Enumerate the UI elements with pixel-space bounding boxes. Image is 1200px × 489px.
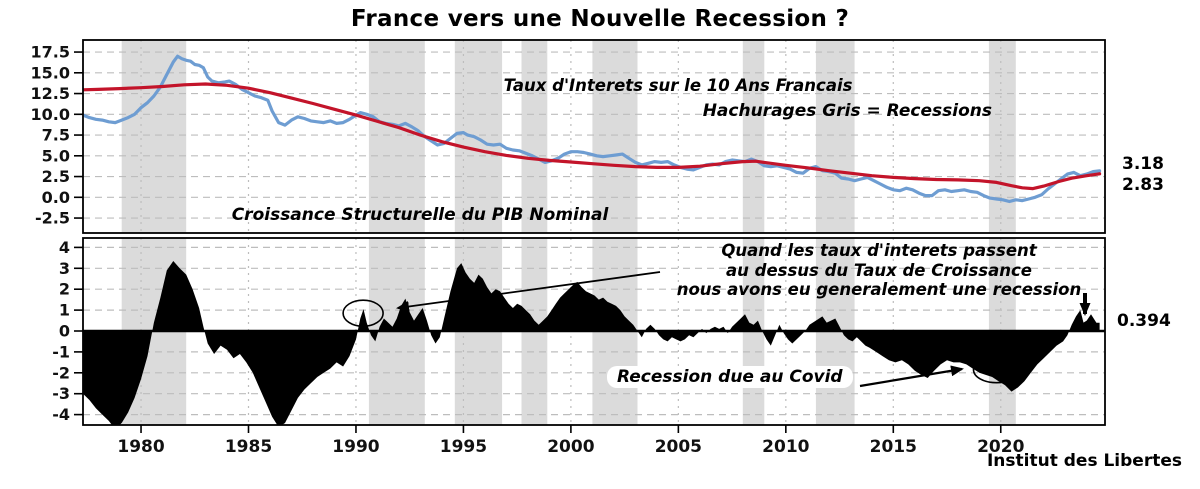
spike-1990-circle <box>342 299 384 328</box>
annotation-line-3: nous avons eu generalement une recession <box>676 280 1082 299</box>
recession-band <box>368 40 425 233</box>
y-tick-label: 5.0 <box>42 146 70 165</box>
x-tick-label: 1990 <box>332 437 379 457</box>
y-tick-label: 17.5 <box>31 43 70 62</box>
source-label: Institut des Libertes <box>986 451 1182 471</box>
y-tick-label: -1 <box>52 342 70 361</box>
spread-last-value: 0.394 <box>1117 311 1171 331</box>
x-tick-label: 2015 <box>870 437 917 457</box>
recession-band <box>988 40 1016 233</box>
y-tick-label: 0 <box>59 322 70 341</box>
y-tick-label: 0.0 <box>42 188 70 207</box>
annotation-line-2: au dessus du Taux de Croissance <box>726 260 1032 280</box>
x-tick-label: 2005 <box>655 437 702 457</box>
y-tick-label: -2 <box>52 363 70 382</box>
y-tick-label: 2.5 <box>42 167 70 186</box>
rate-series-label: Taux d'Interets sur le 10 Ans Francais <box>503 76 853 95</box>
y-tick-label: -4 <box>52 405 70 424</box>
x-tick-label: 2010 <box>762 437 809 457</box>
y-tick-label: 12.5 <box>31 84 70 103</box>
recession-band <box>815 40 855 233</box>
y-tick-label: 1 <box>59 301 70 320</box>
covid-arrow <box>859 365 964 388</box>
y-tick-label: 2 <box>59 280 70 299</box>
y-tick-label: 15.0 <box>31 63 70 82</box>
recessions-legend-label: Hachurages Gris = Recessions <box>702 101 992 121</box>
recession-band <box>521 40 548 233</box>
growth-line-series <box>83 82 1102 191</box>
recession-band <box>121 40 187 233</box>
y-tick-label: 10.0 <box>31 105 70 124</box>
annotation-arrow <box>396 271 661 312</box>
chart-title: France vers une Nouvelle Recession ? <box>350 6 850 32</box>
y-tick-label: 7.5 <box>42 126 70 145</box>
covid-annotation: Recession due au Covid <box>607 366 853 388</box>
rate-line-series <box>83 54 1102 204</box>
recession-band <box>454 40 503 233</box>
y-tick-label: 4 <box>59 238 70 257</box>
recession-band <box>742 40 765 233</box>
growth-series-label: Croissance Structurelle du PIB Nominal <box>231 205 609 225</box>
growth-last-value: 2.83 <box>1122 175 1164 195</box>
y-tick-label: -2.5 <box>35 209 70 228</box>
x-tick-label: 1985 <box>225 437 272 457</box>
y-tick-label: 3 <box>59 259 70 278</box>
covid-dip-circle <box>972 355 1021 384</box>
x-tick-label: 2000 <box>547 437 594 457</box>
x-tick-label: 1980 <box>117 437 164 457</box>
recession-band <box>592 40 638 233</box>
annotation-line-1: Quand les taux d'interets passent <box>721 241 1037 260</box>
panel-border <box>82 39 1106 234</box>
x-tick-label: 1995 <box>440 437 487 457</box>
x-tick-label: 2020 <box>977 437 1024 457</box>
spread-area-series <box>83 261 1100 425</box>
y-tick-label: -3 <box>52 384 70 403</box>
spread-annotation: Quand les taux d'interets passent au des… <box>650 241 1108 300</box>
rate-last-value: 3.18 <box>1122 154 1164 174</box>
